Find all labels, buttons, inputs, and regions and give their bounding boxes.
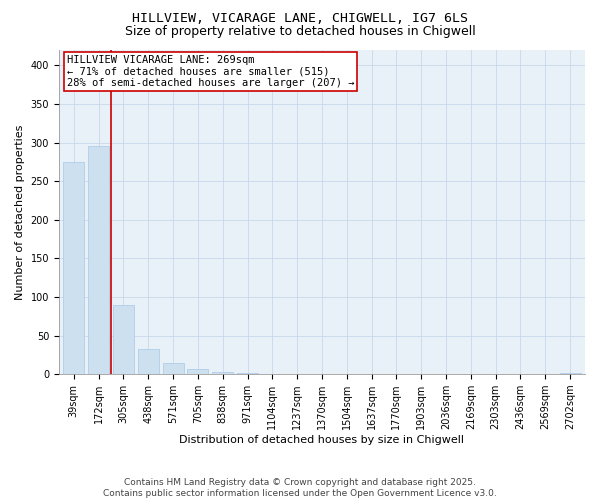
Text: HILLVIEW VICARAGE LANE: 269sqm
← 71% of detached houses are smaller (515)
28% of: HILLVIEW VICARAGE LANE: 269sqm ← 71% of … <box>67 55 354 88</box>
Bar <box>63 162 85 374</box>
Bar <box>137 350 159 374</box>
Text: HILLVIEW, VICARAGE LANE, CHIGWELL, IG7 6LS: HILLVIEW, VICARAGE LANE, CHIGWELL, IG7 6… <box>132 12 468 26</box>
Bar <box>187 368 208 374</box>
Bar <box>163 362 184 374</box>
X-axis label: Distribution of detached houses by size in Chigwell: Distribution of detached houses by size … <box>179 435 464 445</box>
Bar <box>113 304 134 374</box>
Bar <box>212 372 233 374</box>
Text: Contains HM Land Registry data © Crown copyright and database right 2025.
Contai: Contains HM Land Registry data © Crown c… <box>103 478 497 498</box>
Text: Size of property relative to detached houses in Chigwell: Size of property relative to detached ho… <box>125 25 475 38</box>
Bar <box>88 146 109 374</box>
Y-axis label: Number of detached properties: Number of detached properties <box>15 124 25 300</box>
